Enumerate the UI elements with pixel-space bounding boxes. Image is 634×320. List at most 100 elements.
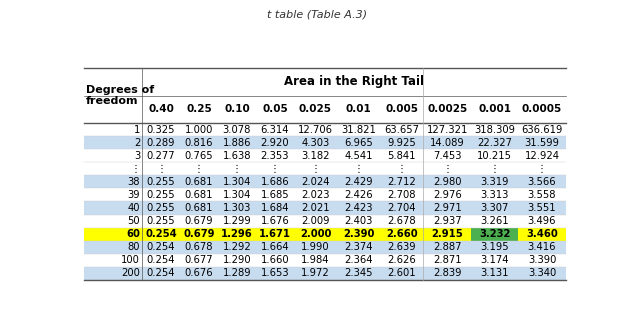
Text: 2.023: 2.023 [301,190,330,200]
Bar [218,188,256,202]
Bar [294,188,337,202]
Text: 1.686: 1.686 [261,177,289,187]
Text: 22.327: 22.327 [477,138,512,148]
Text: 1.292: 1.292 [223,242,251,252]
Bar [424,136,471,149]
Bar [84,241,142,254]
Bar [424,241,471,254]
Bar [142,254,180,267]
Bar [84,162,142,175]
Text: 14.089: 14.089 [430,138,465,148]
Bar [424,175,471,188]
Text: 2.976: 2.976 [433,190,462,200]
Bar [84,149,142,162]
Bar [256,136,294,149]
Bar [471,175,518,188]
Bar [380,267,424,280]
Text: ⋮: ⋮ [156,164,166,174]
Bar [218,241,256,254]
Bar [380,123,424,136]
Text: Degrees of
freedom: Degrees of freedom [86,85,154,106]
Text: 2: 2 [134,138,140,148]
Bar [471,267,518,280]
Bar [337,95,380,123]
Bar [294,162,337,175]
Bar [180,95,218,123]
Bar [256,228,294,241]
Bar [142,214,180,228]
Text: 0.025: 0.025 [299,104,332,114]
Text: 2.364: 2.364 [344,255,373,265]
Bar [256,214,294,228]
Bar [180,228,218,241]
Bar [218,123,256,136]
Bar [424,95,471,123]
Text: Area in the Right Tail: Area in the Right Tail [284,75,424,88]
Text: 2.980: 2.980 [433,177,462,187]
Text: 1.638: 1.638 [223,151,251,161]
Text: 9.925: 9.925 [387,138,416,148]
Text: 2.423: 2.423 [344,203,373,213]
Text: 0.255: 0.255 [146,203,176,213]
Text: 2.390: 2.390 [343,229,374,239]
Text: 318.309: 318.309 [474,124,515,135]
Bar [471,214,518,228]
Text: 2.920: 2.920 [261,138,289,148]
Text: 6.314: 6.314 [261,124,289,135]
Bar [380,175,424,188]
Text: 4.303: 4.303 [301,138,330,148]
Bar [294,123,337,136]
Bar [256,149,294,162]
Bar [424,188,471,202]
Text: 2.024: 2.024 [301,177,330,187]
Text: 0.679: 0.679 [183,229,215,239]
Bar [218,254,256,267]
Bar [471,162,518,175]
Bar [84,68,142,123]
Text: 2.971: 2.971 [433,203,462,213]
Bar [294,175,337,188]
Bar [294,95,337,123]
Text: 1.653: 1.653 [261,268,289,278]
Bar [180,162,218,175]
Text: ⋮: ⋮ [354,164,364,174]
Bar [256,175,294,188]
Text: 1.972: 1.972 [301,268,330,278]
Text: 39: 39 [127,190,140,200]
Bar [294,228,337,241]
Bar [518,214,566,228]
Bar [142,162,180,175]
Text: 2.915: 2.915 [431,229,463,239]
Bar [294,149,337,162]
Bar [518,202,566,214]
Text: 31.599: 31.599 [524,138,559,148]
Text: 2.403: 2.403 [344,216,373,226]
Text: 2.678: 2.678 [387,216,416,226]
Text: 50: 50 [127,216,140,226]
Bar [337,267,380,280]
Text: 0.681: 0.681 [184,190,213,200]
Bar [84,267,142,280]
Bar [180,123,218,136]
Bar [294,241,337,254]
Bar [337,202,380,214]
Bar [337,228,380,241]
Bar [180,202,218,214]
Bar [337,188,380,202]
Bar [142,175,180,188]
Bar [294,254,337,267]
Text: 200: 200 [121,268,140,278]
Bar [142,149,180,162]
Text: 5.841: 5.841 [387,151,416,161]
Text: 2.601: 2.601 [387,268,416,278]
Text: ⋮: ⋮ [489,164,500,174]
Bar [471,228,518,241]
Text: 0.05: 0.05 [262,104,288,114]
Bar [471,188,518,202]
Bar [84,254,142,267]
Text: 60: 60 [126,229,140,239]
Text: 2.839: 2.839 [433,268,462,278]
Text: 2.426: 2.426 [344,190,373,200]
Text: 3.307: 3.307 [481,203,508,213]
Text: 1.000: 1.000 [185,124,213,135]
